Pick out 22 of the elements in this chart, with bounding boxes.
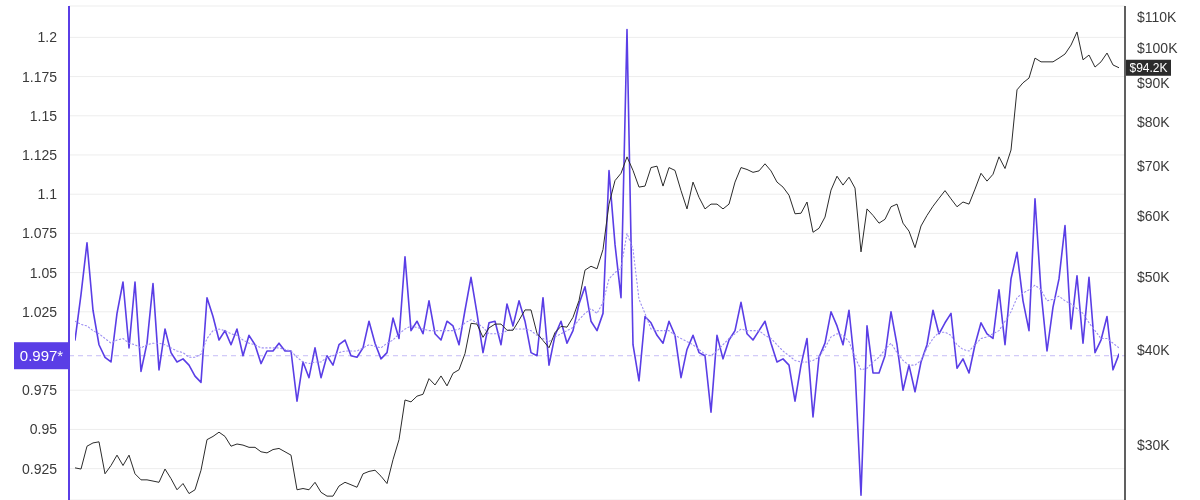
y-tick-label: 1.075 — [21, 225, 58, 242]
y2-tick-label: $90K — [1137, 74, 1171, 91]
y2-tick-label: $70K — [1137, 157, 1171, 174]
y-tick-label: 1.175 — [21, 68, 58, 85]
y-tick-label: 0.925 — [21, 460, 58, 477]
y2-tick-label: $100K — [1137, 40, 1179, 57]
y-tick-label: 1.1 — [37, 186, 58, 203]
y2-tick-label: $30K — [1137, 437, 1171, 454]
line-series — [75, 232, 1119, 371]
y2-tick-label: $60K — [1137, 208, 1171, 225]
y2-tick-label: $80K — [1137, 113, 1171, 130]
y2-tick-label: $110K — [1137, 8, 1178, 25]
y-tick-label: 1.05 — [29, 264, 58, 281]
y-tick-label: 1.2 — [37, 29, 58, 46]
y2-tick-label: $40K — [1137, 342, 1171, 359]
y-tick-label: 1.125 — [21, 146, 58, 163]
ref-line-label: 0.997* — [19, 347, 64, 365]
y2-tick-label: $50K — [1137, 268, 1171, 285]
y-tick-label: 0.95 — [29, 421, 58, 438]
y-tick-label: 1.025 — [21, 303, 58, 320]
y-tick-label: 1.15 — [29, 107, 58, 124]
y-tick-label: 0.975 — [21, 382, 58, 399]
